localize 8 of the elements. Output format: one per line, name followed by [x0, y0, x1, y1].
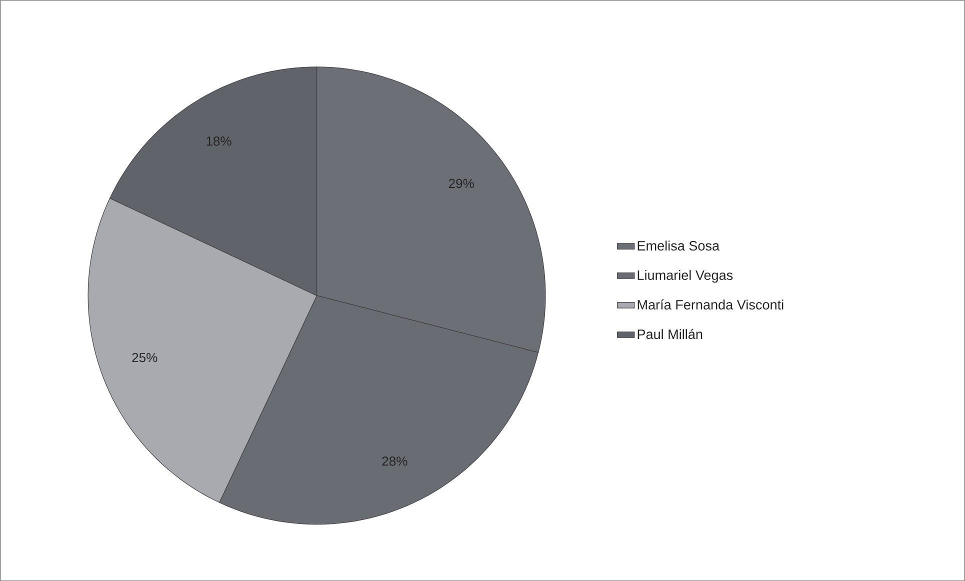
data-label: 29% — [448, 178, 474, 188]
data-label: 28% — [382, 456, 408, 466]
legend-label: Liumariel Vegas — [638, 270, 733, 283]
data-label: 25% — [132, 352, 158, 362]
legend-label: Emelisa Sosa — [638, 240, 720, 251]
data-label: 18% — [206, 136, 232, 146]
legend-label: Paul Millán — [638, 328, 702, 340]
legend-label: María Fernanda Visconti — [638, 299, 784, 310]
